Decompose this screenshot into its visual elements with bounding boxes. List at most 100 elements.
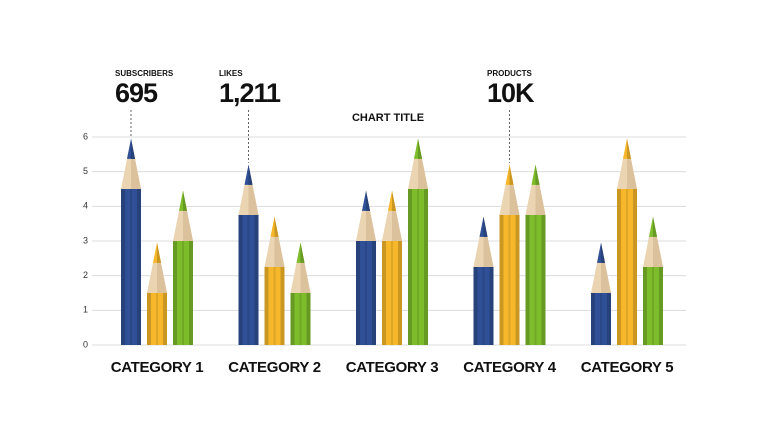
y-tick-label: 4 [83,201,88,211]
pencil [473,216,494,345]
pencil-shade-mid [273,267,276,345]
pencil-shade-mid [247,215,250,345]
pencil [147,242,167,345]
pencil-shade-mid [391,241,393,345]
pencil [121,138,141,345]
pencil-wood-shade [627,138,637,189]
x-tick-label: CATEGORY 1 [111,359,204,376]
y-tick-label: 3 [83,235,88,245]
pencil-shade-left [382,241,386,345]
pencil-shade-right [372,241,376,345]
pencil-shade-left [264,267,269,345]
pencil-shade-left [643,267,647,345]
x-tick-label: CATEGORY 2 [228,359,321,376]
pencil-shade-right [424,189,428,345]
annotation-label: PRODUCTS [487,69,533,78]
pencil-shade-left [147,293,151,345]
annotation-label: LIKES [219,69,243,78]
pencil-wood-shade [535,164,546,215]
y-tick-label: 6 [83,131,88,141]
pencil-shade-mid [652,267,654,345]
x-tick-label: CATEGORY 4 [463,359,557,376]
pencil-shade-right [659,267,663,345]
pencil-lead-shade [535,164,540,185]
pencil-lead-shade [627,138,631,159]
pencil-shade-mid [626,189,628,345]
annotation-value: 10K [487,78,535,108]
pencil [382,190,402,345]
pencil [525,164,546,345]
pencil-shade-mid [417,189,419,345]
pencil-lead-shade [157,242,161,263]
pencil-shade-right [137,189,141,345]
pencil-shade-right [398,241,402,345]
y-tick-label: 1 [83,305,88,315]
pencil-shade-left [591,293,595,345]
pencil [238,164,259,345]
pencil-shade-right [541,215,546,345]
pencil-lead-shade [509,164,514,185]
pencil-shade-mid [365,241,367,345]
pencil-wood-shade [300,242,311,293]
pencil-lead-shade [183,190,187,211]
annotation-label: SUBSCRIBERS [115,69,174,78]
y-tick-label: 5 [83,166,88,176]
pencil-lead-shade [392,190,396,211]
pencil-shade-right [489,267,494,345]
pencil-shade-left [499,215,504,345]
pencil-wood-shade [157,242,167,293]
pencil-shade-mid [508,215,511,345]
pencil [356,190,376,345]
pencil-shade-mid [600,293,602,345]
pencil-shade-mid [156,293,158,345]
pencil-shade-right [280,267,285,345]
chart-title: CHART TITLE [352,112,424,124]
pencil-lead-shade [483,216,488,237]
pencil-shade-left [238,215,243,345]
pencil-shade-mid [482,267,485,345]
pencil-shade-left [408,189,412,345]
pencil-shade-right [163,293,167,345]
pencil-wood-shade [366,190,376,241]
pencil-shade-left [473,267,478,345]
pencil-shade-left [525,215,530,345]
pencil-shade-left [617,189,621,345]
pencil-shade-left [121,189,125,345]
pencil-wood-shade [274,216,285,267]
pencil-shade-left [173,241,177,345]
pencil-lead-shade [300,242,305,263]
annotation-value: 695 [115,78,158,108]
pencil-lead-shade [653,216,657,237]
pencil-shade-right [254,215,259,345]
pencil-shade-right [515,215,520,345]
pencil-wood-shade [248,164,259,215]
pencil [617,138,637,345]
pencil-lead-shade [418,138,422,159]
y-tick-label: 0 [83,339,88,349]
pencil-shade-right [306,293,311,345]
pencil-wood-shade [131,138,141,189]
pencil-wood-shade [392,190,402,241]
pencil [499,164,520,345]
pencil [408,138,428,345]
pencil [591,242,611,345]
pencil-lead-shade [248,164,253,185]
pencil-shade-right [607,293,611,345]
pencil [290,242,311,345]
pencil-shade-left [356,241,360,345]
pencil-shade-mid [299,293,302,345]
pencil-wood-shade [418,138,428,189]
pencil [264,216,285,345]
pencil-shade-mid [182,241,184,345]
pencil [173,190,193,345]
pencil-wood-shade [183,190,193,241]
pencil-lead-shade [274,216,279,237]
pencil-wood-shade [483,216,494,267]
pencil-lead-shade [131,138,135,159]
pencil [643,216,663,345]
annotation-value: 1,211 [219,78,281,108]
pencil-shade-right [633,189,637,345]
pencil-shade-mid [130,189,132,345]
pencil-wood-shade [509,164,520,215]
